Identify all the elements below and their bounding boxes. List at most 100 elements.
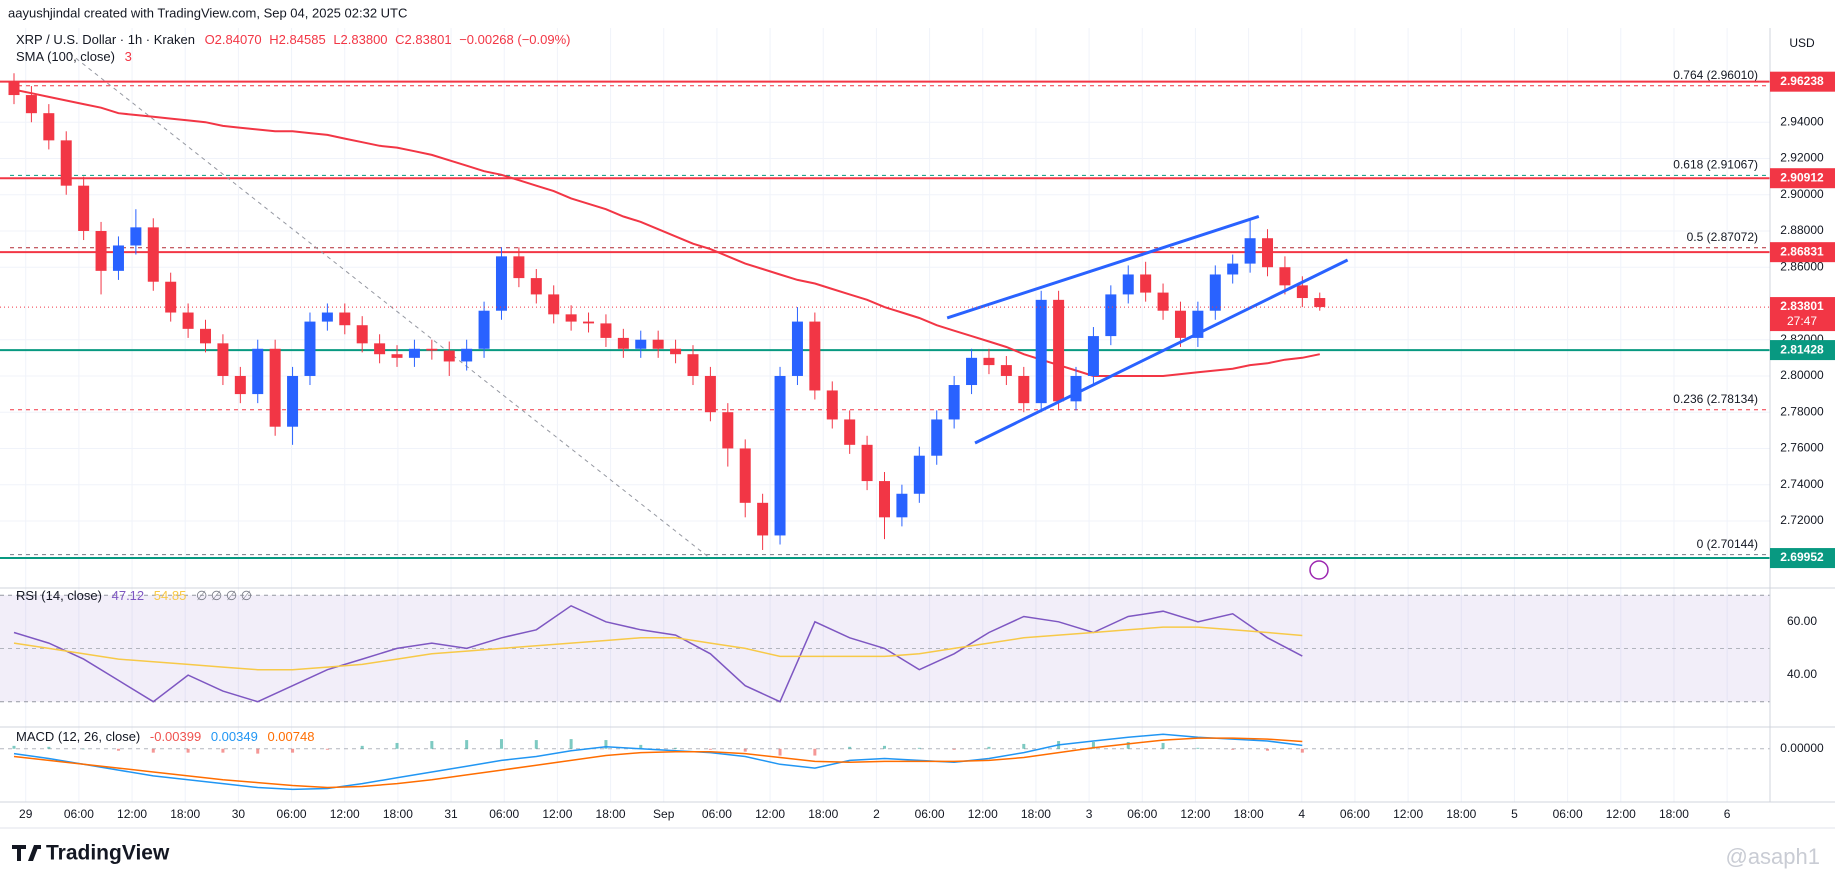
ohlc-low: L2.83800 — [333, 32, 387, 47]
rsi-legend: RSI (14, close) 47.12 54.85 ∅ ∅ ∅ ∅ — [16, 588, 252, 603]
fib-label: 0.236 (2.78134) — [1673, 392, 1758, 406]
price-label: 2.90912 — [1780, 170, 1824, 184]
symbol: XRP / U.S. Dollar · 1h · Kraken — [16, 32, 195, 47]
candle-body — [339, 312, 351, 326]
price-label-box — [1770, 340, 1835, 361]
histogram-bar — [430, 741, 434, 749]
rsi-line — [13, 626, 1303, 671]
candle-body — [1105, 294, 1117, 337]
x-tick-label: 18:00 — [808, 807, 838, 821]
candle-body — [182, 312, 194, 329]
signal-value: 0.00748 — [267, 729, 314, 744]
x-tick-label: 12:00 — [1393, 807, 1423, 821]
x-tick-label: 12:00 — [542, 807, 572, 821]
candle-body — [966, 357, 978, 386]
histogram-bar — [256, 748, 260, 754]
ohlc-change: −0.00268 (−0.09%) — [459, 32, 570, 47]
candle-body — [826, 390, 838, 420]
x-tick-label: 06:00 — [1127, 807, 1157, 821]
candle-body — [600, 323, 612, 338]
price-label-box — [1770, 548, 1835, 569]
candle-body — [913, 455, 925, 494]
candle-body — [617, 337, 629, 349]
histogram-bar — [1300, 748, 1304, 753]
grid — [0, 28, 1770, 802]
candle-body — [60, 140, 72, 186]
candle-body — [1140, 274, 1152, 293]
x-tick-label: 06:00 — [277, 807, 307, 821]
rsi-ma-value: 54.85 — [154, 588, 187, 603]
candle-body — [200, 328, 212, 344]
candle-body — [948, 385, 960, 420]
x-tick-label: 31 — [444, 807, 458, 821]
macd-hist-value: -0.00399 — [150, 729, 201, 744]
x-tick-label: 12:00 — [117, 807, 147, 821]
histogram-bar — [221, 748, 225, 753]
candle-body — [147, 227, 159, 282]
y-tick-label: 2.86000 — [1780, 259, 1824, 273]
histogram-bar — [1231, 748, 1235, 750]
x-tick-label: 06:00 — [702, 807, 732, 821]
last-price-box — [1770, 297, 1835, 332]
x-tick-label: 18:00 — [170, 807, 200, 821]
histogram-bar — [12, 745, 16, 749]
y-tick-label: 2.94000 — [1780, 114, 1824, 128]
candle-body — [739, 448, 751, 503]
x-tick-label: 18:00 — [1234, 807, 1264, 821]
price-label-box — [1770, 71, 1835, 92]
candle-body — [548, 294, 560, 315]
candle-body — [670, 348, 682, 355]
candle-body — [652, 339, 664, 349]
candle-body — [356, 325, 368, 344]
fib-label: 0.764 (2.96010) — [1673, 68, 1758, 82]
candle-body — [25, 95, 37, 114]
brand: TradingView — [46, 842, 170, 865]
candle-body — [426, 348, 438, 351]
candle-body — [1262, 238, 1274, 268]
y-tick-label: 60.00 — [1787, 614, 1817, 628]
rsi-name: RSI (14, close) — [16, 588, 102, 603]
macd-line — [13, 737, 1303, 789]
histogram-bar — [778, 748, 782, 756]
candle-body — [130, 227, 142, 246]
candle-body — [1087, 336, 1099, 376]
candle-body — [1192, 310, 1204, 338]
watermark: @asaph1 — [1725, 844, 1820, 869]
price-label: 2.69952 — [1780, 550, 1824, 564]
x-tick-label: 6 — [1724, 807, 1731, 821]
candle-body — [1000, 365, 1012, 376]
x-tick-label: 18:00 — [1446, 807, 1476, 821]
candle-body — [234, 375, 246, 395]
macd-name: MACD (12, 26, close) — [16, 729, 140, 744]
candle-body — [861, 444, 873, 482]
histogram-bar — [1196, 747, 1200, 749]
x-tick-label: 12:00 — [1606, 807, 1636, 821]
histogram-bar — [186, 748, 190, 753]
price-label: 2.96238 — [1780, 74, 1824, 88]
rsi-line — [13, 604, 1303, 703]
candle-body — [1279, 267, 1291, 286]
currency: USD — [1789, 36, 1815, 50]
candle-body — [78, 185, 90, 231]
y-tick-label: 2.90000 — [1780, 187, 1824, 201]
ohlc-close: C2.83801 — [395, 32, 451, 47]
histogram-bar — [151, 748, 155, 753]
candle-body — [321, 312, 333, 322]
x-tick-label: 12:00 — [968, 807, 998, 821]
histogram-bar — [360, 745, 364, 749]
candle-body — [530, 278, 542, 295]
y-tick-label: 2.72000 — [1780, 513, 1824, 527]
histogram-bar — [534, 740, 538, 749]
candle-body — [757, 502, 769, 536]
channel-upper — [946, 215, 1260, 320]
candle-body — [217, 343, 229, 376]
candle-body — [844, 419, 856, 445]
histogram-bar — [291, 748, 295, 753]
y-tick-label: 2.88000 — [1780, 223, 1824, 237]
histogram-bar — [116, 748, 120, 751]
y-tick-label: 2.78000 — [1780, 404, 1824, 418]
histogram-bar — [743, 748, 747, 752]
candle-body — [495, 256, 507, 311]
candle-body — [1070, 375, 1082, 402]
candle-body — [287, 375, 299, 427]
